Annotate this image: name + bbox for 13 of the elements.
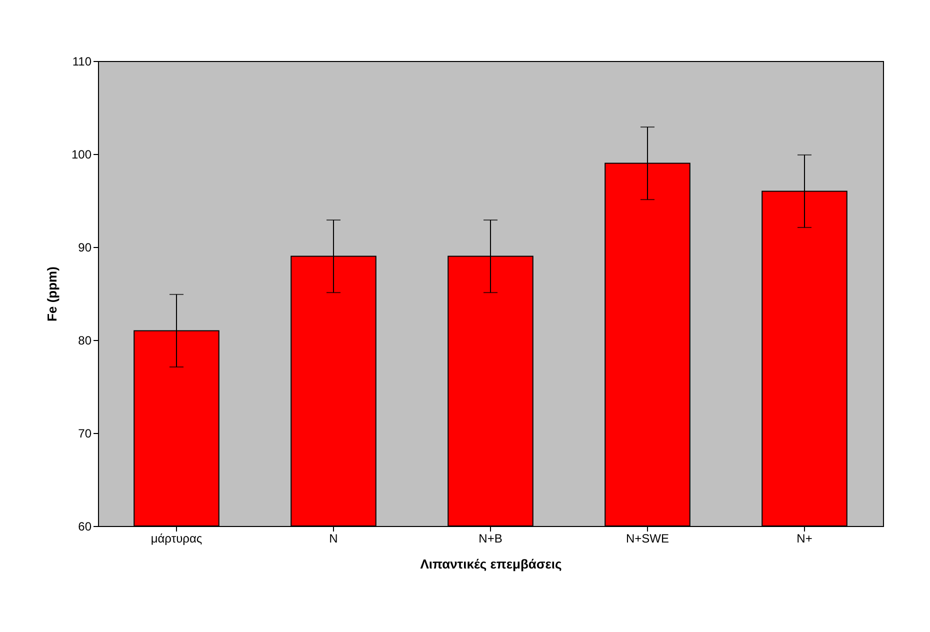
- y-tick-label: 60: [78, 520, 92, 534]
- y-tick-label: 90: [78, 240, 92, 254]
- y-tick-label: 70: [78, 426, 92, 440]
- x-tick-label: μάρτυρας: [150, 532, 202, 546]
- x-tick-label: N+B: [478, 532, 502, 546]
- x-tick-label: N+SWE: [626, 532, 670, 546]
- x-axis-title: Λιπαντικές επεμβάσεις: [420, 556, 562, 572]
- x-tick-label: N: [329, 532, 338, 546]
- x-tick-label: N+: [796, 532, 812, 546]
- y-axis-title: Fe (ppm): [44, 266, 60, 322]
- y-tick-label: 80: [78, 334, 92, 348]
- y-tick-label: 100: [71, 148, 92, 162]
- y-tick-label: 110: [72, 54, 92, 68]
